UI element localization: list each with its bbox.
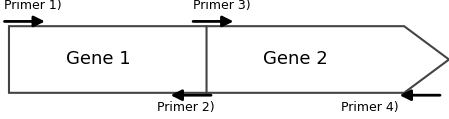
Polygon shape [207,26,449,93]
Text: Primer 1): Primer 1) [4,0,62,12]
Text: Gene 1: Gene 1 [66,50,130,69]
Text: Gene 2: Gene 2 [263,50,328,69]
Text: Primer 2): Primer 2) [157,101,215,114]
Text: Primer 3): Primer 3) [193,0,251,12]
Polygon shape [9,26,251,93]
Text: Primer 4): Primer 4) [341,101,399,114]
